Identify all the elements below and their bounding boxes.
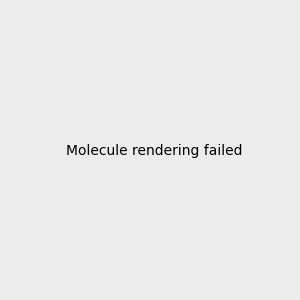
Text: Molecule rendering failed: Molecule rendering failed (65, 145, 242, 158)
